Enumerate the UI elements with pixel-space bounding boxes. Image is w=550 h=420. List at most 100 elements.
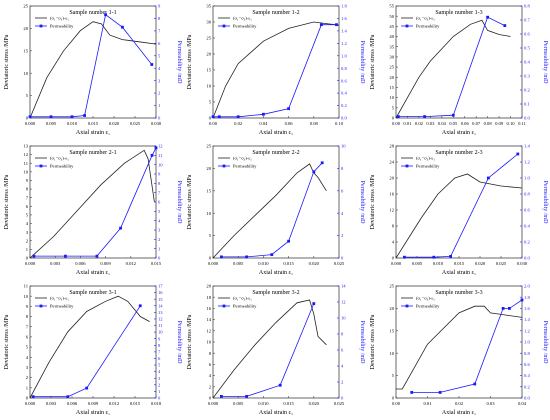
chart-panel: Sample number 1-1 0.000 0.005 0.010 0.015 0.0… bbox=[0, 0, 183, 140]
permeability-point bbox=[335, 23, 338, 27]
y2-tick-label: 10 bbox=[341, 144, 346, 149]
chart-title: Sample number 3-3 bbox=[435, 290, 482, 296]
permeability-point bbox=[287, 239, 290, 243]
y2-tick-label: 2 bbox=[341, 233, 344, 238]
plot-frame bbox=[29, 5, 157, 119]
y2-tick-label: 2 bbox=[158, 237, 161, 242]
legend-perm-label: Permeability bbox=[416, 24, 440, 29]
x-tick-label: 0.020 bbox=[309, 401, 320, 406]
y2-tick-label: 1.4 bbox=[341, 28, 347, 33]
x-axis-label: Axial strain ε₁ bbox=[76, 410, 110, 416]
legend-perm-label: Permeability bbox=[50, 24, 74, 29]
y-tick-label: 10 bbox=[389, 95, 394, 100]
y-tick-label: 0 bbox=[209, 396, 212, 401]
permeability-point bbox=[119, 226, 122, 230]
plot-frame bbox=[212, 145, 340, 259]
y2-tick-label: 9 bbox=[158, 4, 161, 9]
legend-perm-marker bbox=[222, 24, 226, 28]
legend-perm-label: Permeability bbox=[50, 164, 74, 169]
y-tick-label: 0 bbox=[209, 256, 212, 261]
permeability-point bbox=[503, 24, 507, 27]
y2-tick-label: 0.5 bbox=[524, 46, 530, 51]
legend-perm-marker bbox=[405, 164, 409, 168]
y2-tick-label: 3 bbox=[158, 78, 161, 83]
y-tick-label: 24 bbox=[389, 160, 394, 165]
y2-tick-label: 1.4 bbox=[524, 317, 530, 322]
x-tick-label: 0.01 bbox=[403, 121, 412, 126]
y-axis-label: Deviatoric stress /MPa bbox=[187, 34, 193, 89]
legend-stress-label: (σ₁−σ₃)-ε₁ bbox=[416, 156, 435, 161]
x-tick-label: 0.012 bbox=[109, 401, 120, 406]
y-tick-label: 5 bbox=[209, 233, 212, 238]
y-axis-label: Deviatoric stress /MPa bbox=[4, 174, 10, 229]
x-tick-label: 0.020 bbox=[309, 261, 320, 266]
y-tick-label: 1 bbox=[26, 247, 29, 252]
y2-tick-label: 6 bbox=[158, 356, 161, 361]
y2-tick-label: 8 bbox=[341, 332, 344, 337]
permeability-point bbox=[211, 115, 215, 119]
y-tick-label: 20 bbox=[206, 52, 211, 57]
y2-tick-label: 13 bbox=[158, 310, 163, 315]
x-tick-label: 0.000 bbox=[25, 401, 36, 406]
y2-tick-label: 9 bbox=[158, 336, 161, 341]
permeability-series-line bbox=[213, 24, 337, 118]
x-axis-label: Axial strain ε₁ bbox=[442, 270, 476, 276]
y-tick-label: 25 bbox=[389, 65, 394, 70]
y2-tick-label: 0.8 bbox=[524, 4, 530, 9]
permeability-point bbox=[516, 152, 520, 156]
permeability-series-line bbox=[30, 14, 153, 118]
y2-tick-label: 1.0 bbox=[524, 176, 530, 181]
y2-tick-label: 0.0 bbox=[524, 256, 530, 261]
x-tick-label: 0.025 bbox=[130, 121, 141, 126]
x-tick-label: 0.10 bbox=[507, 121, 516, 126]
permeability-point bbox=[432, 255, 436, 259]
y2-axis-label: Permeability /mD bbox=[176, 41, 182, 84]
x-tick-label: 0.006 bbox=[67, 401, 78, 406]
y2-tick-label: 14 bbox=[158, 303, 163, 308]
permeability-point bbox=[150, 63, 154, 66]
chart-svg: Sample number 1-30.00 0.01 0.02 0.03 0.04 0.0… bbox=[370, 4, 548, 136]
x-axis-label: Axial strain ε₁ bbox=[259, 130, 293, 136]
y-tick-label: 4 bbox=[26, 355, 29, 360]
x-tick-label: 0.025 bbox=[334, 401, 345, 406]
x-tick-label: 0.015 bbox=[283, 261, 294, 266]
permeability-series-line bbox=[404, 153, 519, 258]
legend-stress-label: (σ₁−σ₃)-ε₁ bbox=[50, 16, 69, 21]
x-tick-label: 0.09 bbox=[495, 121, 504, 126]
y-tick-label: 7 bbox=[26, 324, 29, 329]
y2-tick-label: 0.2 bbox=[341, 103, 347, 108]
y-tick-label: 15 bbox=[206, 68, 211, 73]
legend-stress-label: (σ₁−σ₃)-ε₁ bbox=[233, 16, 252, 21]
permeability-point bbox=[49, 115, 53, 119]
legend-perm-label: Permeability bbox=[416, 304, 440, 309]
y2-tick-label: 3 bbox=[158, 376, 161, 381]
y-tick-label: 5 bbox=[26, 213, 29, 218]
permeability-series-line bbox=[398, 16, 505, 117]
permeability-point bbox=[245, 395, 248, 398]
y2-tick-label: 15 bbox=[158, 297, 163, 302]
permeability-point bbox=[28, 115, 32, 119]
legend-perm-label: Permeability bbox=[233, 24, 257, 29]
y-tick-label: 6 bbox=[209, 362, 212, 367]
y2-tick-label: 5 bbox=[158, 363, 161, 368]
y-tick-label: 8 bbox=[209, 351, 212, 356]
permeability-point bbox=[320, 161, 324, 165]
y-tick-label: 10 bbox=[23, 294, 28, 299]
y2-tick-label: 12 bbox=[158, 144, 163, 149]
permeability-point bbox=[319, 23, 323, 27]
y2-axis-label: Permeability /mD bbox=[176, 181, 182, 224]
permeability-point bbox=[245, 255, 248, 259]
y2-tick-label: 3 bbox=[158, 228, 161, 233]
y-tick-label: 11 bbox=[24, 161, 29, 166]
legend-stress-label: (σ₁−σ₃)-ε₁ bbox=[416, 296, 435, 301]
permeability-point bbox=[150, 153, 154, 157]
y-tick-label: 20 bbox=[23, 26, 28, 31]
plot-frame bbox=[212, 285, 340, 399]
y-tick-label: 0 bbox=[26, 256, 29, 261]
y-tick-label: 3 bbox=[26, 365, 29, 370]
y2-tick-label: 0.4 bbox=[524, 60, 530, 65]
y-tick-label: 3 bbox=[26, 230, 29, 235]
y-tick-label: 10 bbox=[206, 340, 211, 345]
y-tick-label: 20 bbox=[389, 75, 394, 80]
permeability-point bbox=[449, 255, 452, 258]
